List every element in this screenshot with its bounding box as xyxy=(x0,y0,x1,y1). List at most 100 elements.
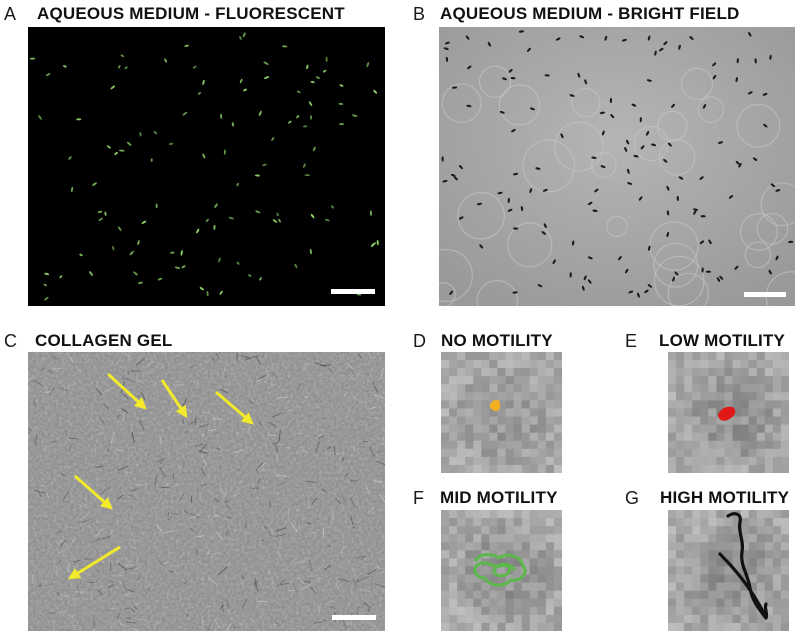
pixel-background xyxy=(441,352,562,473)
bacterial-cell xyxy=(770,183,776,188)
fluorescent-cell xyxy=(199,286,204,291)
bacterial-cell xyxy=(601,130,605,136)
fluorescent-cell xyxy=(112,246,115,251)
halo xyxy=(736,103,781,148)
bacterial-cell xyxy=(712,74,717,80)
fluorescent-cell xyxy=(202,153,206,159)
arrow-4 xyxy=(74,474,113,510)
bacterial-cell xyxy=(646,130,650,136)
fluorescent-cell xyxy=(63,65,67,68)
fluorescent-cell xyxy=(264,76,270,79)
bacterial-cell xyxy=(458,216,464,220)
panel-f-letter: F xyxy=(413,488,424,508)
fluorescent-cell xyxy=(219,290,223,295)
bacterial-cell xyxy=(762,93,768,96)
bacterial-cell xyxy=(700,215,706,218)
fluorescent-cell xyxy=(228,216,235,220)
fluorescent-cell xyxy=(117,65,121,69)
bacterial-cell xyxy=(738,163,742,168)
bacterial-cell xyxy=(584,79,587,85)
bacterial-cell xyxy=(735,76,738,83)
fluorescent-cell xyxy=(180,250,183,256)
halo xyxy=(760,182,795,227)
fluorescent-cell xyxy=(124,66,128,70)
brightfield-micrograph xyxy=(439,27,795,306)
fluorescent-cell xyxy=(184,44,189,47)
bacterial-cell xyxy=(609,97,613,104)
bacterial-cell xyxy=(735,160,740,165)
bacterial-cell xyxy=(465,35,470,40)
bacterial-cell xyxy=(507,197,510,204)
fluorescent-cell xyxy=(304,174,311,177)
arrow-5 xyxy=(67,545,121,580)
bacterial-cell xyxy=(678,176,684,180)
bacterial-cell xyxy=(501,77,507,81)
fluorescent-cell xyxy=(110,85,116,90)
bacterial-cell xyxy=(747,91,753,95)
fluorescent-cell xyxy=(43,283,47,287)
bacterial-cell xyxy=(560,133,564,139)
fluorescent-cell xyxy=(196,228,200,234)
fluorescent-cell xyxy=(107,145,111,149)
fluorescent-cell xyxy=(281,45,288,48)
fluorescent-cell xyxy=(338,123,345,126)
halo xyxy=(507,222,553,268)
fluorescent-cell xyxy=(44,272,50,276)
halo xyxy=(441,83,482,123)
bacterial-cell xyxy=(510,76,516,80)
bacterial-cell xyxy=(624,147,628,152)
bacterial-cell xyxy=(625,268,629,274)
fluorescent-cell xyxy=(29,57,36,60)
bacterial-cell xyxy=(581,285,585,291)
bacterial-cell xyxy=(451,86,458,89)
bacterial-cell xyxy=(666,185,670,191)
bacterial-cell xyxy=(449,290,454,295)
bacterial-cell xyxy=(752,157,758,161)
pixel-background xyxy=(668,352,789,473)
bacterial-cell xyxy=(445,56,449,62)
halo xyxy=(680,67,714,101)
fluorescent-cell xyxy=(98,217,103,221)
bacterial-cell xyxy=(591,156,597,159)
bacterial-cell xyxy=(513,227,519,230)
bacterial-cell xyxy=(579,35,585,39)
halo xyxy=(744,241,772,269)
halo xyxy=(739,213,778,251)
low-motility-track-image xyxy=(668,352,789,473)
panel-g-letter: G xyxy=(625,488,640,508)
fluorescent-cell xyxy=(76,118,82,121)
bacterial-cell xyxy=(552,259,556,265)
bacterial-cell xyxy=(788,240,794,244)
bacterial-cell xyxy=(604,35,608,41)
panel-a-letter: A xyxy=(4,4,17,24)
halo xyxy=(457,191,505,240)
fluorescent-cell xyxy=(223,149,226,155)
bacterial-cell xyxy=(654,50,657,56)
bacterial-cell xyxy=(769,54,772,60)
bacterial-cell xyxy=(453,176,458,181)
bacterial-cell xyxy=(666,231,670,238)
bacterial-cell xyxy=(640,145,645,150)
bacterial-cell xyxy=(450,173,456,177)
pixel-background xyxy=(441,510,562,631)
fluorescent-cell xyxy=(339,84,344,87)
halo xyxy=(653,255,705,306)
fluorescent-cell xyxy=(323,69,327,73)
fluorescent-cell xyxy=(205,218,209,223)
bacterial-cell xyxy=(628,290,634,294)
bacterial-cell xyxy=(666,210,670,216)
bacterial-cell xyxy=(544,74,550,77)
fluorescent-cell xyxy=(155,203,158,209)
bacterial-cell xyxy=(667,142,672,147)
fluorescent-cell xyxy=(45,73,51,77)
bacterial-cell xyxy=(529,188,533,194)
fluorescent-cell xyxy=(324,218,330,222)
fluorescent-cell xyxy=(306,64,309,70)
bacterial-cell xyxy=(479,244,484,249)
fluorescent-cell xyxy=(97,210,103,214)
fluorescent-cell xyxy=(310,213,315,219)
bacterial-cell xyxy=(555,37,561,41)
bacterial-cell xyxy=(736,58,739,64)
fluorescent-cell xyxy=(197,91,202,95)
bacterial-cell xyxy=(569,94,575,97)
